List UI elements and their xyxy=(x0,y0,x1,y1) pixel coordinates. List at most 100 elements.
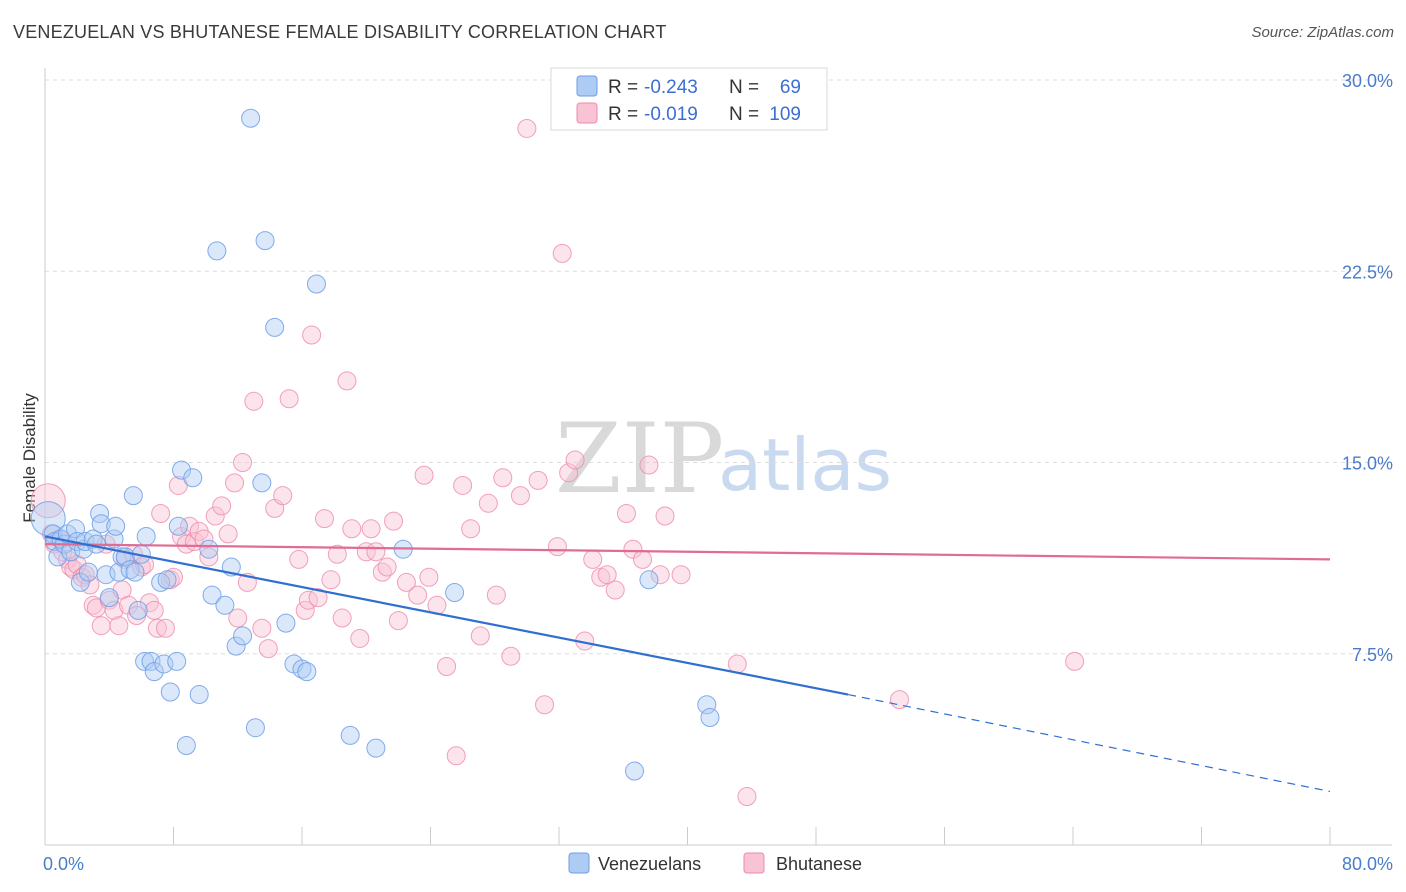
legend-r-label-2: R = xyxy=(608,104,638,125)
venezuelans-point xyxy=(176,736,196,756)
legend-n-label-2: N = xyxy=(729,104,759,125)
bhutanese-point xyxy=(327,544,347,564)
bhutanese-points xyxy=(30,118,1085,807)
bhutanese-point xyxy=(151,504,171,523)
legend-swatch-bhutanese xyxy=(576,102,598,124)
venezuelans-point xyxy=(252,473,272,493)
series-legend: Venezuelans Bhutanese xyxy=(568,852,862,874)
bhutanese-point xyxy=(671,565,691,585)
bhutanese-point xyxy=(414,465,434,485)
x-tick-label: 0.0% xyxy=(43,854,84,874)
bhutanese-point xyxy=(388,611,408,631)
bhutanese-point xyxy=(650,565,670,585)
venezuelans-points xyxy=(30,108,720,781)
venezuelans-point xyxy=(172,460,192,480)
bhutanese-point xyxy=(396,572,416,592)
venezuelans-point xyxy=(90,504,110,523)
venezuelans-point xyxy=(207,241,227,261)
bhutanese-point xyxy=(446,746,466,766)
bhutanese-point xyxy=(727,654,747,674)
legend-r-label-1: R = xyxy=(608,77,638,98)
bhutanese-point xyxy=(501,646,521,666)
bhutanese-point xyxy=(205,506,225,526)
bottom-legend-swatch-bhutanese xyxy=(743,852,765,874)
bhutanese-point xyxy=(633,549,653,569)
bhutanese-point xyxy=(180,516,200,536)
legend-r-value-2: -0.019 xyxy=(644,104,698,125)
venezuelans-point xyxy=(183,468,203,488)
venezuelans-point xyxy=(70,572,90,592)
bhutanese-point xyxy=(408,585,428,605)
venezuelans-point xyxy=(700,708,720,727)
bhutanese-point xyxy=(30,483,66,519)
venezuelans-point xyxy=(78,562,98,582)
bhutanese-point xyxy=(639,455,659,475)
bhutanese-point xyxy=(559,463,579,483)
bhutanese-point xyxy=(119,595,139,615)
venezuelans-point xyxy=(91,514,111,534)
venezuelans-point xyxy=(168,516,188,536)
bhutanese-point xyxy=(517,118,537,138)
venezuelans-point xyxy=(233,626,253,646)
bhutanese-point xyxy=(377,557,397,577)
venezuelans-point xyxy=(99,588,119,608)
bhutanese-point xyxy=(295,600,315,620)
tick-labels: 7.5% 15.0% 22.5% 30.0% 0.0% 80.0% xyxy=(43,71,1393,874)
bhutanese-point xyxy=(616,504,636,523)
y-tick-label: 7.5% xyxy=(1352,645,1393,665)
bhutanese-point xyxy=(478,493,498,513)
venezuelans-point xyxy=(639,570,659,590)
venezuelans-point xyxy=(265,317,285,337)
trend-lines xyxy=(44,535,1331,793)
venezuelans-point xyxy=(199,539,219,559)
bhutanese-point xyxy=(366,542,386,562)
bhutanese-point xyxy=(273,486,293,506)
venezuelans-point xyxy=(125,562,145,582)
bhutanese-point xyxy=(228,608,248,628)
bhutanese-point xyxy=(470,626,490,646)
bottom-legend-label-venezuelans: Venezuelans xyxy=(598,854,701,874)
bhutanese-point xyxy=(453,475,473,495)
venezuelans-point xyxy=(241,108,261,128)
venezuelans-point xyxy=(144,662,164,682)
legend-r-value-1: -0.243 xyxy=(644,77,698,98)
bhutanese-point xyxy=(155,618,175,638)
venezuelans-trend-extension xyxy=(848,693,1331,793)
watermark-zip: ZIP xyxy=(555,403,724,515)
bhutanese-point xyxy=(486,585,506,605)
bhutanese-point xyxy=(109,616,129,636)
bhutanese-point xyxy=(144,600,164,620)
venezuelans-point xyxy=(135,651,155,671)
bhutanese-point xyxy=(552,243,572,263)
bhutanese-point xyxy=(279,389,299,409)
bhutanese-point xyxy=(314,509,334,529)
legend-n-value-1: 69 xyxy=(780,77,801,98)
bhutanese-point xyxy=(337,371,357,391)
y-tick-label: 30.0% xyxy=(1342,71,1393,91)
bhutanese-point xyxy=(528,470,548,490)
bhutanese-point xyxy=(737,787,757,807)
venezuelans-point xyxy=(106,516,126,536)
bhutanese-point xyxy=(655,506,675,526)
bottom-legend-swatch-venezuelans xyxy=(568,852,590,874)
venezuelans-point xyxy=(128,600,148,620)
bhutanese-point xyxy=(194,529,214,549)
bhutanese-point xyxy=(225,473,245,493)
bhutanese-point xyxy=(252,618,272,638)
bhutanese-point xyxy=(258,639,278,659)
y-tick-label: 22.5% xyxy=(1342,262,1393,282)
x-tick-label: 80.0% xyxy=(1342,854,1393,874)
source-label: Source: ZipAtlas.com xyxy=(1251,24,1394,41)
y-tick-label: 15.0% xyxy=(1342,454,1393,474)
bhutanese-point xyxy=(565,450,585,470)
bhutanese-point xyxy=(605,580,625,600)
bhutanese-point xyxy=(321,570,341,590)
legend-n-value-2: 109 xyxy=(769,104,801,125)
bhutanese-point xyxy=(199,547,219,567)
bhutanese-trend-line xyxy=(44,543,1331,561)
watermark-atlas: atlas xyxy=(718,423,892,507)
venezuelans-point xyxy=(120,560,140,580)
venezuelans-point xyxy=(245,718,265,738)
axes xyxy=(44,68,1392,846)
venezuelans-point xyxy=(160,682,180,702)
